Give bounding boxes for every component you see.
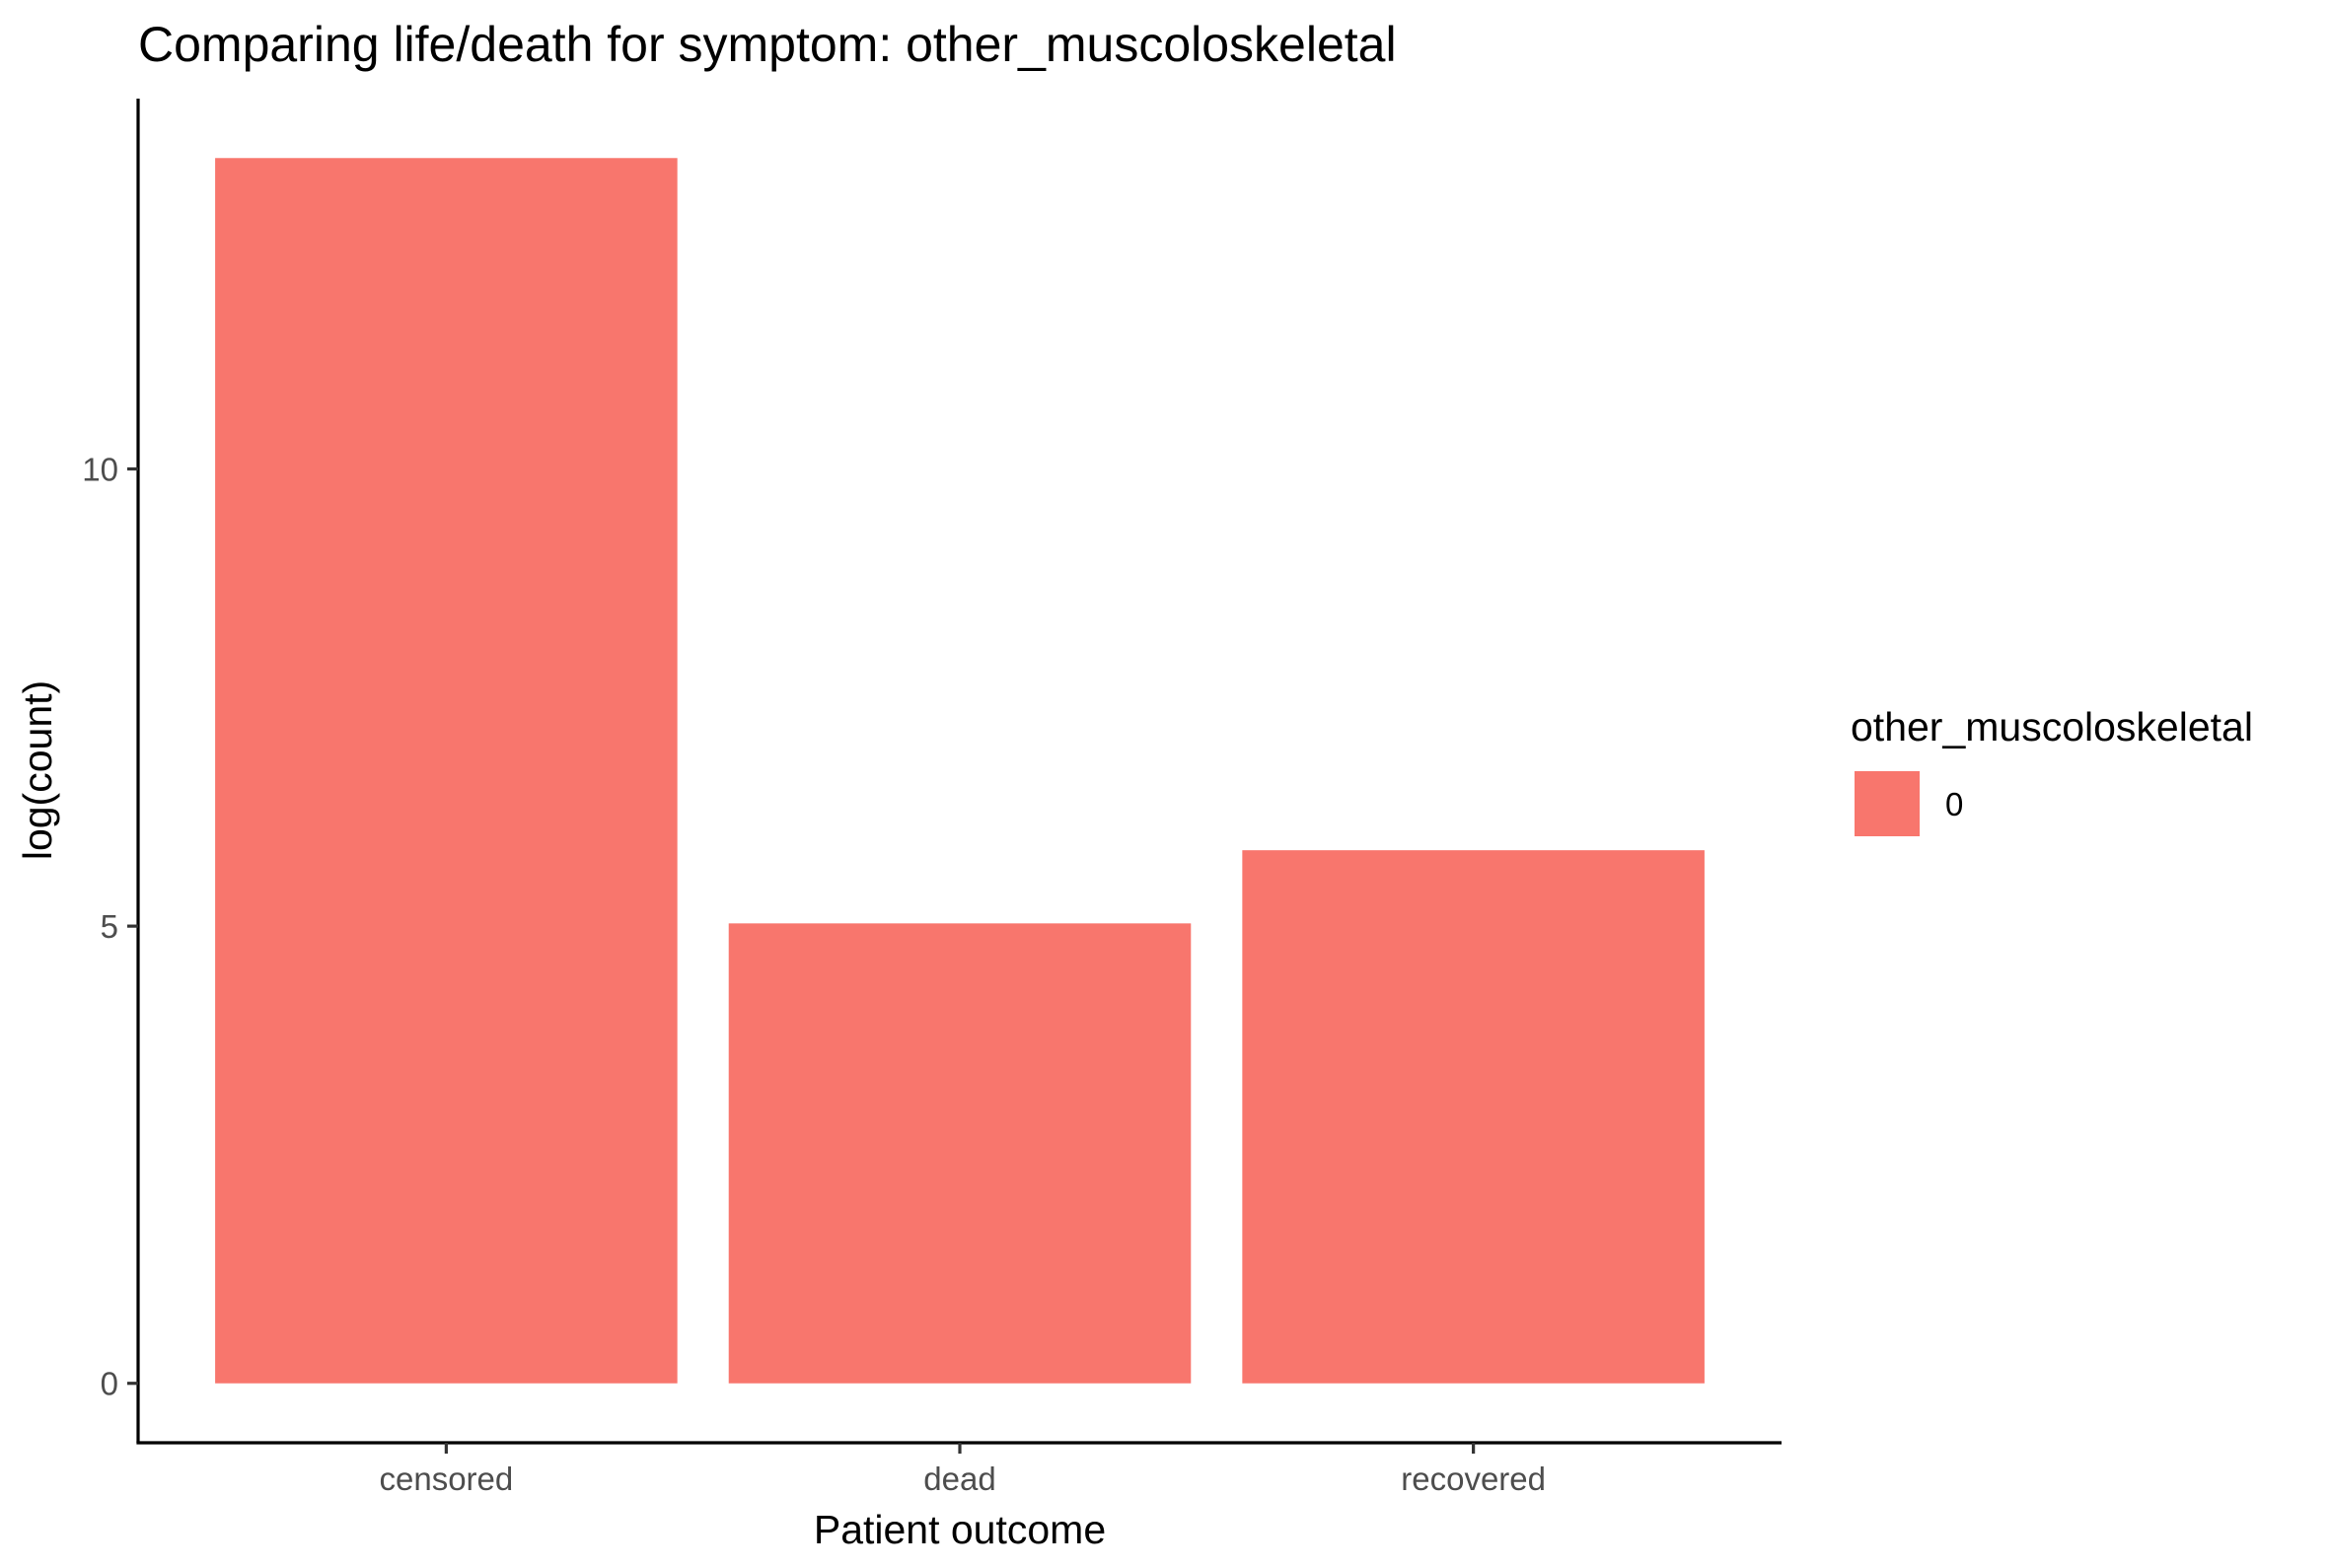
y-tick-label-0: 0 [101,1366,118,1402]
legend: other_muscoloskeletal 0 [1851,704,2253,836]
bars-group [215,158,1705,1384]
legend-title: other_muscoloskeletal [1851,704,2253,749]
y-tick-label-10: 10 [82,452,118,488]
x-tick-label-recovered: recovered [1401,1461,1546,1497]
bar-censored [215,158,678,1384]
x-tick-label-censored: censored [379,1461,513,1497]
bar-recovered [1242,850,1705,1384]
y-ticks-group: 0 5 10 [82,452,138,1402]
x-ticks-group: censored dead recovered [379,1443,1546,1497]
legend-label-0: 0 [1945,786,1963,822]
chart-title: Comparing life/death for symptom: other_… [138,17,1397,72]
x-tick-label-dead: dead [923,1461,995,1497]
x-axis-title: Patient outcome [814,1507,1106,1552]
y-axis-title: log(count) [15,680,60,860]
y-tick-label-5: 5 [101,908,118,945]
bar-dead [728,923,1192,1384]
legend-key-0 [1855,771,1920,836]
